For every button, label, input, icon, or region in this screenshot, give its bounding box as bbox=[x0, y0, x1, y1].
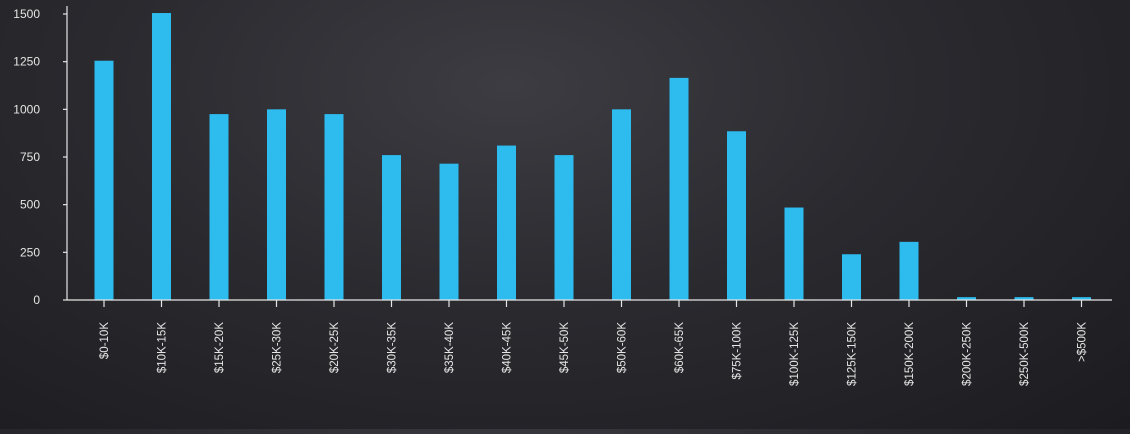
bar bbox=[957, 297, 976, 300]
x-tick-label: $60K-65K bbox=[674, 322, 686, 373]
bar bbox=[612, 109, 631, 300]
bar bbox=[669, 77, 689, 300]
x-tick-label: $40K-45K bbox=[502, 322, 514, 373]
y-tick-label: 1000 bbox=[13, 102, 40, 116]
y-axis: 0 250 500 750 1000 1250 1500 bbox=[13, 6, 68, 307]
x-tick-label: $75K-100K bbox=[732, 322, 744, 380]
y-tick-label: 1250 bbox=[13, 55, 40, 69]
y-tick-label: 250 bbox=[20, 245, 40, 259]
x-tick-label: $150K-200K bbox=[904, 322, 916, 386]
bar bbox=[1072, 297, 1091, 300]
bar bbox=[94, 60, 114, 300]
x-tick-label: $20K-25K bbox=[329, 322, 341, 373]
y-tick-label: 1500 bbox=[13, 7, 40, 21]
x-tick-label: $45K-50K bbox=[559, 322, 571, 373]
y-tick-label: 750 bbox=[20, 150, 40, 164]
bar bbox=[842, 254, 861, 300]
bar bbox=[554, 155, 574, 300]
bar bbox=[727, 131, 746, 300]
x-tick-label: $250K-500K bbox=[1019, 322, 1031, 386]
bar bbox=[497, 145, 516, 300]
x-tick-label: $10K-15K bbox=[157, 322, 169, 373]
bar bbox=[1014, 297, 1034, 300]
x-tick-label: >$500K bbox=[1077, 322, 1089, 362]
x-tick-label: $100K-125K bbox=[789, 322, 801, 386]
bar bbox=[267, 109, 286, 300]
x-tick-label: $15K-20K bbox=[214, 322, 226, 373]
bar bbox=[324, 114, 344, 300]
x-axis: $0-10K $10K-15K $15K-20K $25K-30K $20K-25K $3… bbox=[67, 299, 1112, 386]
x-tick-label: $200K-250K bbox=[962, 322, 974, 386]
bar bbox=[439, 163, 459, 300]
x-tick-label: $0-10K bbox=[99, 322, 111, 359]
bar bbox=[152, 13, 171, 301]
x-tick-label: $25K-30K bbox=[272, 322, 284, 373]
bars bbox=[94, 13, 1091, 301]
bar bbox=[784, 207, 804, 300]
y-tick-label: 0 bbox=[33, 293, 40, 307]
bar bbox=[382, 155, 401, 300]
bar bbox=[899, 241, 919, 300]
x-tick-label: $50K-60K bbox=[617, 322, 629, 373]
y-tick-label: 500 bbox=[20, 198, 40, 212]
x-tick-label: $35K-40K bbox=[444, 322, 456, 373]
x-tick-label: $125K-150K bbox=[847, 322, 859, 386]
x-tick-label: $30K-35K bbox=[387, 322, 399, 373]
bar bbox=[209, 114, 229, 300]
